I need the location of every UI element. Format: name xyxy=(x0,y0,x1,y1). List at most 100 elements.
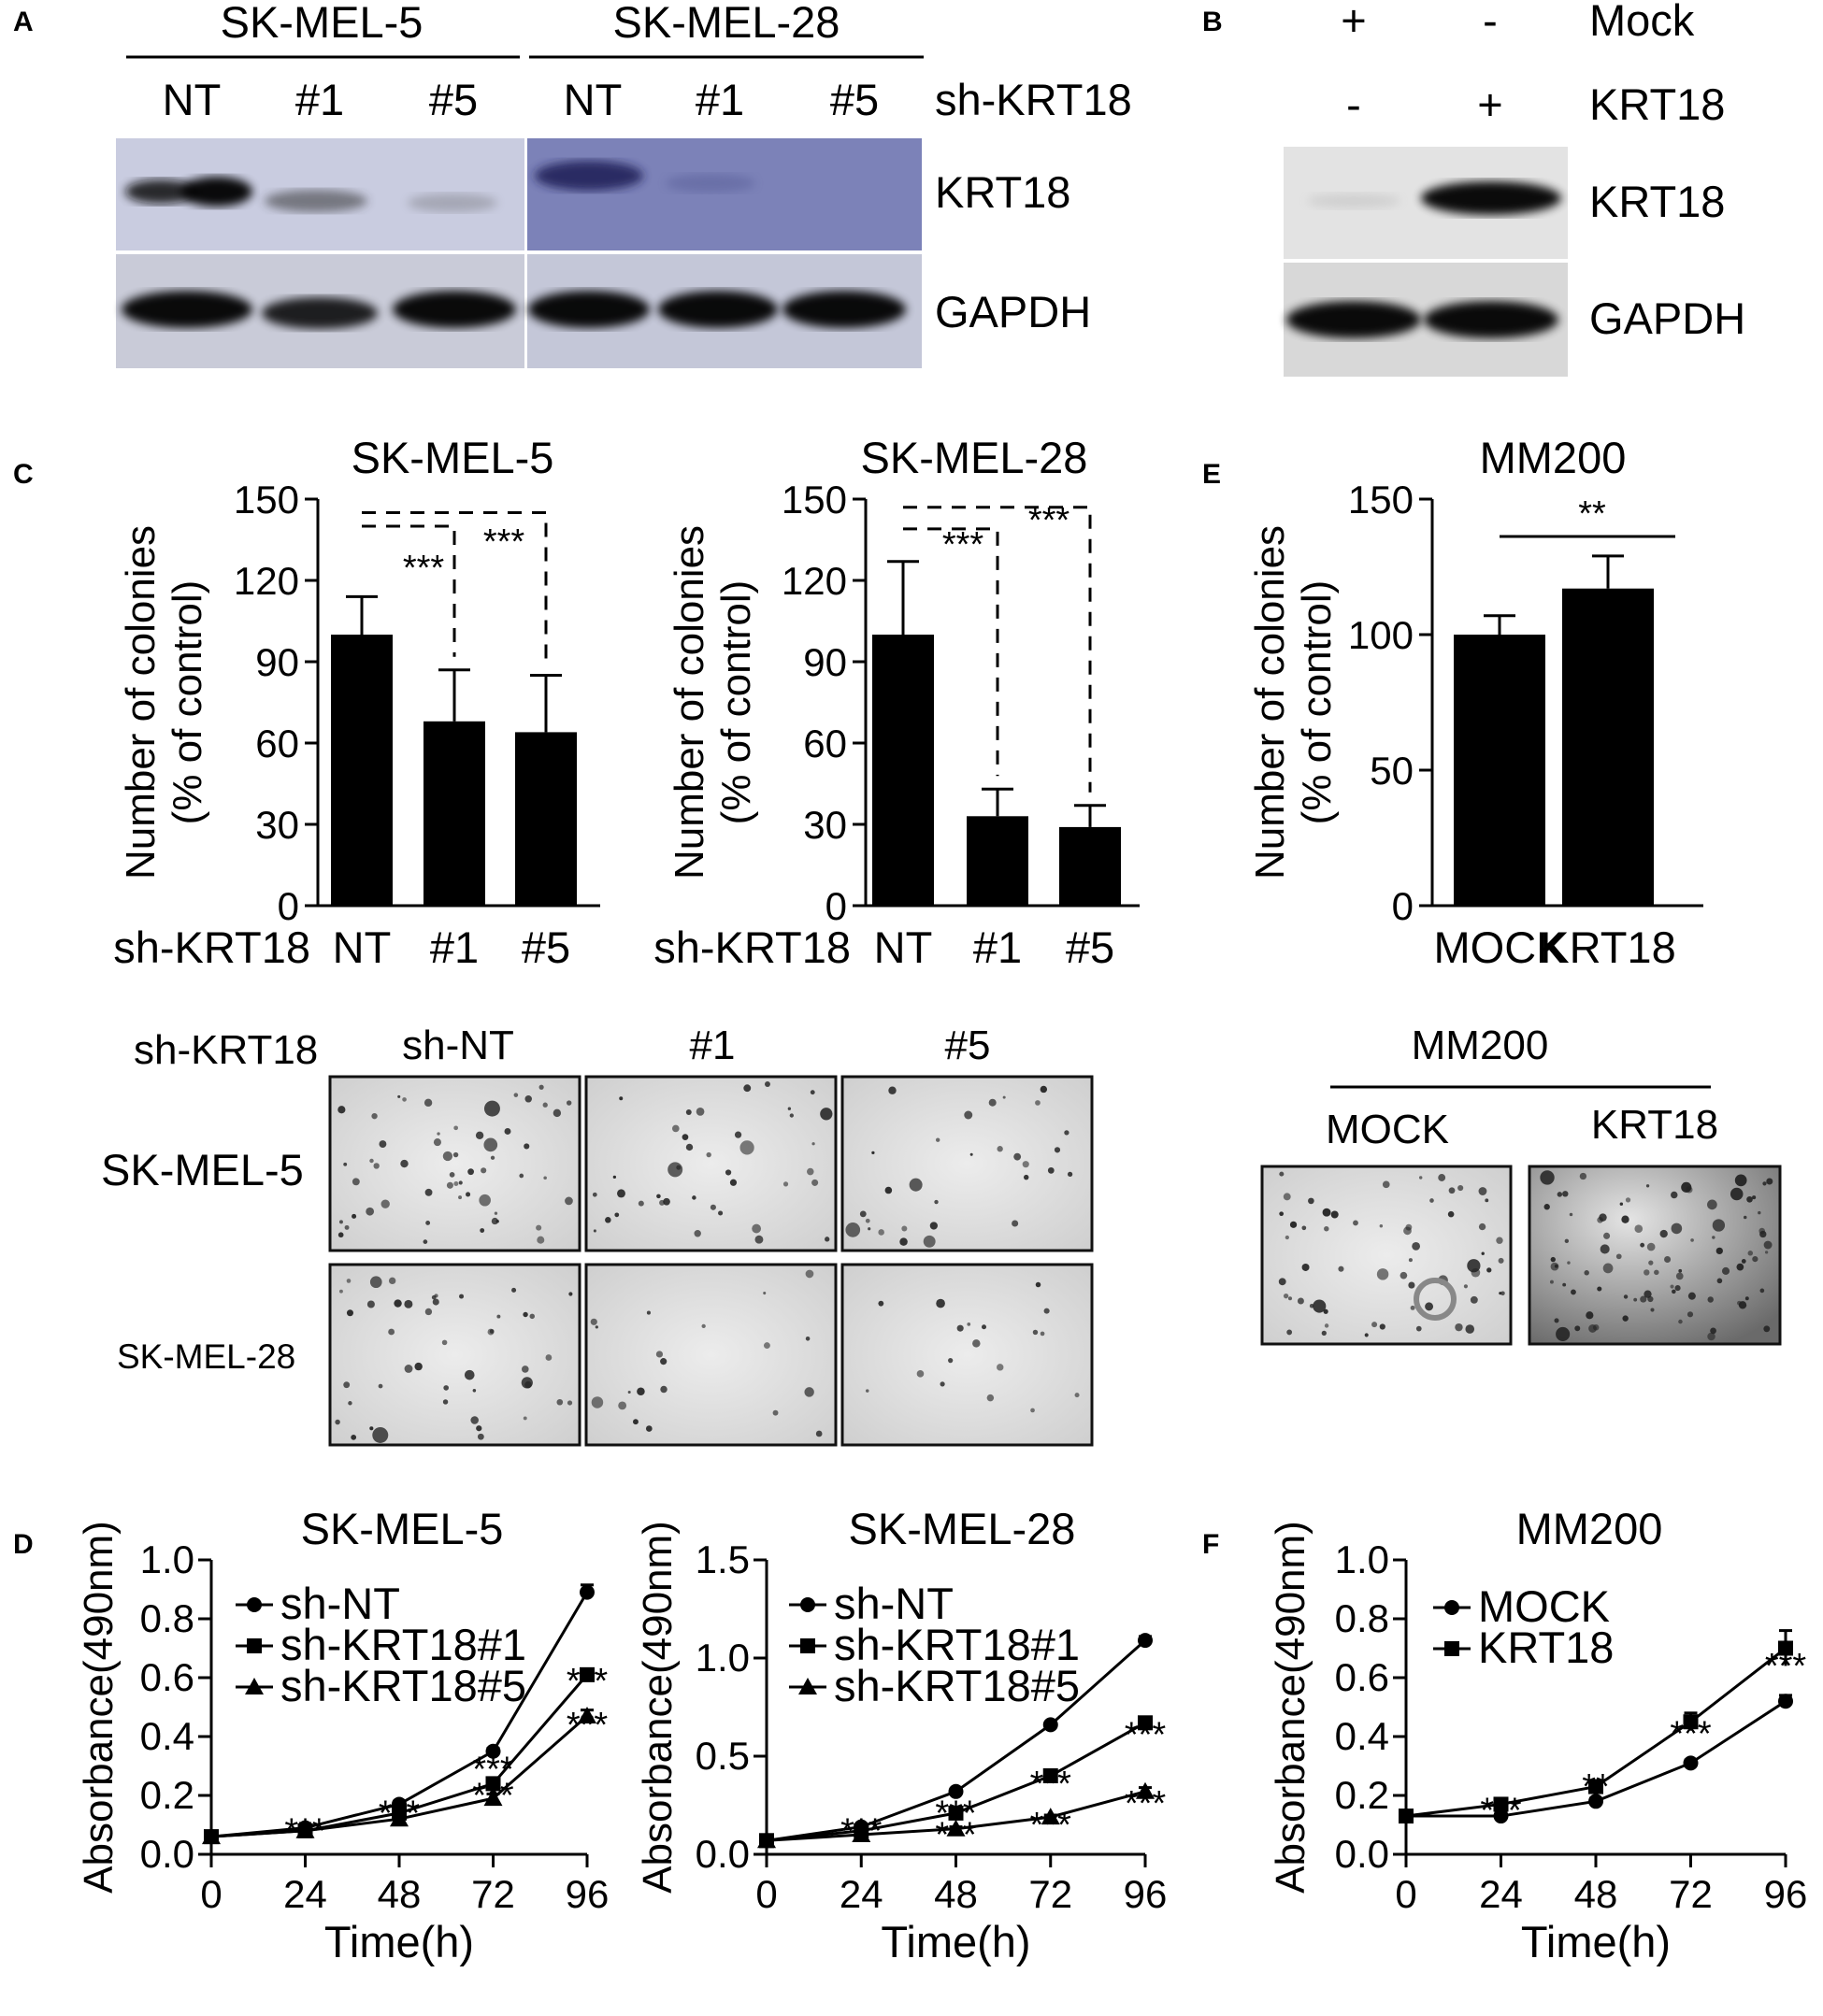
cell-line-label-skmel28: SK-MEL-28 xyxy=(613,0,840,47)
colony xyxy=(1747,1251,1754,1256)
colony xyxy=(1744,1296,1749,1301)
panel-e-colony-images: MM200 MOCK KRT18 xyxy=(1326,1022,1718,1152)
colony xyxy=(446,1181,453,1189)
colony xyxy=(335,1419,340,1425)
colony xyxy=(458,1195,463,1200)
blot-band xyxy=(535,161,643,191)
colony xyxy=(1321,1330,1327,1337)
colony xyxy=(1353,1220,1358,1226)
blot-row-label: GAPDH xyxy=(935,287,1091,336)
colony xyxy=(400,1159,409,1168)
y-tick-label: 60 xyxy=(803,722,847,765)
colony xyxy=(496,1314,501,1319)
data-point xyxy=(1683,1714,1699,1730)
colony xyxy=(524,1380,532,1389)
colony xyxy=(1549,1280,1554,1284)
colony xyxy=(529,1313,535,1320)
colony xyxy=(366,1300,375,1308)
blot-band xyxy=(393,291,516,328)
colony xyxy=(763,1292,767,1295)
colony xyxy=(1758,1227,1765,1235)
x-tick-label: 48 xyxy=(378,1872,422,1916)
legend-label: MOCK xyxy=(1478,1581,1610,1631)
colony xyxy=(804,1387,814,1397)
colony xyxy=(346,1279,352,1283)
colony xyxy=(739,1140,754,1155)
colony xyxy=(348,1401,352,1406)
data-point xyxy=(1493,1796,1509,1812)
x-axis-prefix-label: sh-KRT18 xyxy=(113,922,310,972)
significance-marker: *** xyxy=(935,1794,977,1834)
line-chart-skmel28: SK-MEL-28 0.0 0.5 1.0 1.5 0 24 48 72 96 Time(h) Abs… xyxy=(635,1504,1167,1966)
colony xyxy=(1330,1210,1339,1219)
colony xyxy=(706,1151,711,1158)
colony xyxy=(1415,1325,1422,1332)
data-point xyxy=(852,1825,871,1842)
colony xyxy=(789,1113,795,1118)
y-tick-label: 1.0 xyxy=(1335,1537,1389,1581)
colony xyxy=(366,1207,375,1216)
colony xyxy=(1013,1152,1022,1161)
panel-c-colony-images: sh-KRT18 sh-NT #1 #5 SK-MEL-5 SK-MEL-28 xyxy=(101,1022,990,1376)
colony xyxy=(442,1399,449,1405)
colony xyxy=(423,1098,433,1108)
chart-title: SK-MEL-28 xyxy=(861,433,1088,482)
significance-marker: *** xyxy=(403,549,445,588)
y-axis-label: Absorbance(490nm) xyxy=(76,1521,122,1894)
colony xyxy=(519,1173,524,1179)
y-axis-label-line: (% of control) xyxy=(713,580,759,825)
data-point xyxy=(800,1597,815,1612)
image-column-label: MOCK xyxy=(1326,1107,1449,1152)
y-tick-label: 120 xyxy=(782,559,847,603)
colony xyxy=(1324,1323,1329,1328)
colony xyxy=(655,1351,664,1358)
colony xyxy=(1710,1327,1716,1335)
colony xyxy=(1412,1241,1421,1251)
panel-a-western-blot: SK-MEL-5 SK-MEL-28 NT #1 #5 NT #1 #5 sh-… xyxy=(116,0,1132,368)
blot-band xyxy=(408,193,497,212)
colony xyxy=(865,1218,870,1223)
colony xyxy=(343,1381,351,1389)
colony xyxy=(346,1309,354,1317)
blot-band xyxy=(262,297,378,329)
blot-band xyxy=(265,190,367,212)
colony xyxy=(567,1400,573,1406)
colony xyxy=(1645,1184,1650,1188)
y-tick-label: 90 xyxy=(255,640,299,684)
colony xyxy=(1623,1294,1629,1299)
lane-label: #1 xyxy=(295,75,344,124)
y-tick-label: 1.0 xyxy=(696,1636,750,1680)
data-point xyxy=(247,1597,262,1612)
x-tick-label: MOCK xyxy=(1434,922,1566,972)
data-point xyxy=(1042,1717,1058,1733)
colony xyxy=(466,1192,471,1197)
data-point xyxy=(1041,1808,1060,1825)
colony xyxy=(614,1212,620,1218)
blot-band xyxy=(181,177,252,207)
colony xyxy=(402,1097,407,1102)
colony xyxy=(351,1434,357,1440)
data-point xyxy=(1588,1794,1603,1809)
colony xyxy=(1672,1289,1676,1294)
colony xyxy=(1712,1236,1715,1239)
colony xyxy=(1550,1256,1556,1263)
data-point xyxy=(1493,1809,1509,1824)
panel-letter-c: C xyxy=(13,459,34,490)
y-axis-label: Absorbance(490nm) xyxy=(635,1521,681,1894)
colony xyxy=(565,1196,573,1206)
panel-letter-a: A xyxy=(13,7,34,37)
colony xyxy=(1040,1085,1048,1094)
colony xyxy=(337,1232,344,1238)
colony xyxy=(1278,1278,1286,1286)
colony xyxy=(671,1124,680,1133)
colony xyxy=(1485,1198,1489,1203)
colony xyxy=(1707,1296,1714,1303)
colony xyxy=(504,1127,511,1135)
colony xyxy=(805,1336,811,1341)
colony xyxy=(592,1192,597,1197)
legend-label: sh-KRT18#1 xyxy=(280,1620,526,1669)
lane-label: NT xyxy=(564,75,623,124)
data-point xyxy=(948,1783,964,1799)
colony xyxy=(479,1194,491,1207)
colony xyxy=(743,1084,752,1093)
